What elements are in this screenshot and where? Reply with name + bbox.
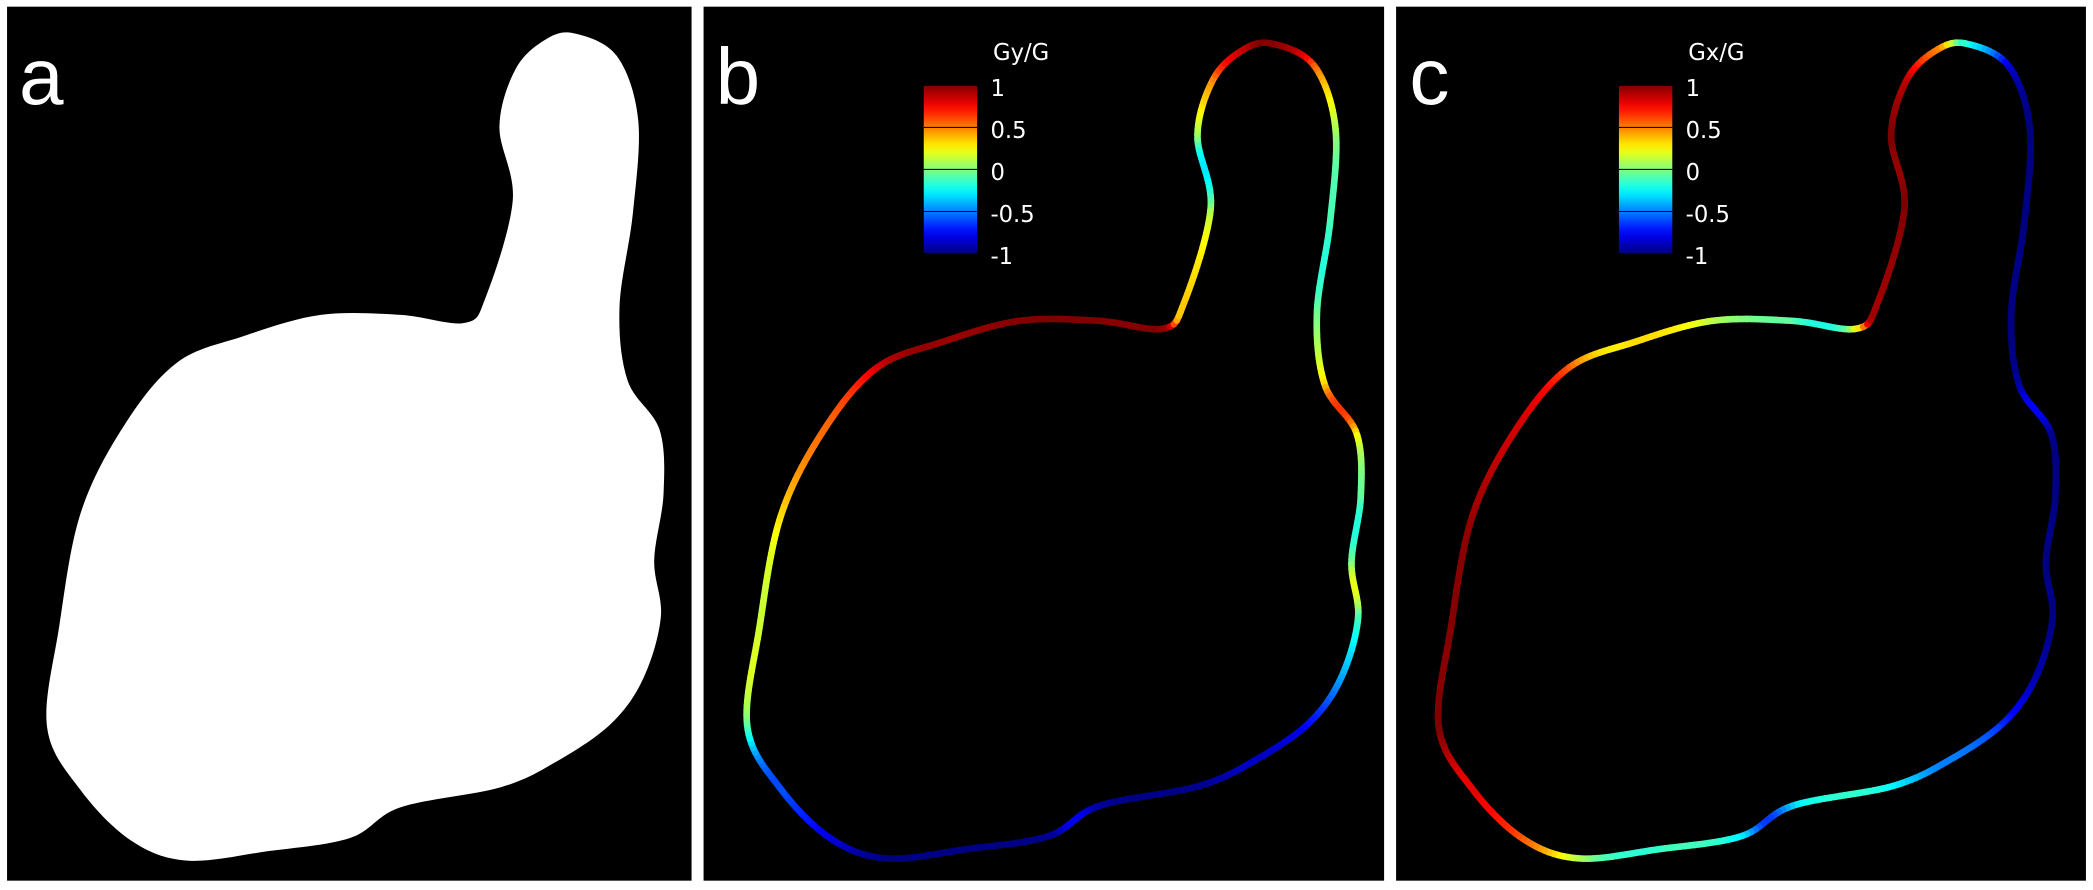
colorbar-tick-label: 0.5 <box>990 118 1026 144</box>
cell-mask <box>46 32 665 861</box>
colorbar-title: Gx/G <box>1688 40 1744 66</box>
colorbar-tick-label: 0.5 <box>1686 118 1722 144</box>
contour <box>743 39 1365 862</box>
colorbar-tick-label: 1 <box>990 76 1004 102</box>
colorbar-tick-label: -1 <box>1686 244 1709 270</box>
panel-letter: b <box>716 32 761 121</box>
contour <box>1434 39 2060 862</box>
panel-letter: a <box>19 32 64 121</box>
colorbar-tick-label: -1 <box>990 244 1013 270</box>
colorbar-tick-label: -0.5 <box>1686 202 1730 228</box>
colorbar-title: Gy/G <box>993 40 1049 66</box>
contour-segment <box>1263 39 1276 47</box>
colorbar-tick-label: 0 <box>1686 160 1700 186</box>
panel-letter: c <box>1409 32 1449 121</box>
contour-segment <box>1957 39 1970 47</box>
panel-b <box>703 6 1385 881</box>
colorbar-tick-label: 0 <box>990 160 1004 186</box>
colorbar-tick-label: 1 <box>1686 76 1700 102</box>
panel-c <box>1396 6 2086 881</box>
colorbar-tick-label: -0.5 <box>990 202 1034 228</box>
